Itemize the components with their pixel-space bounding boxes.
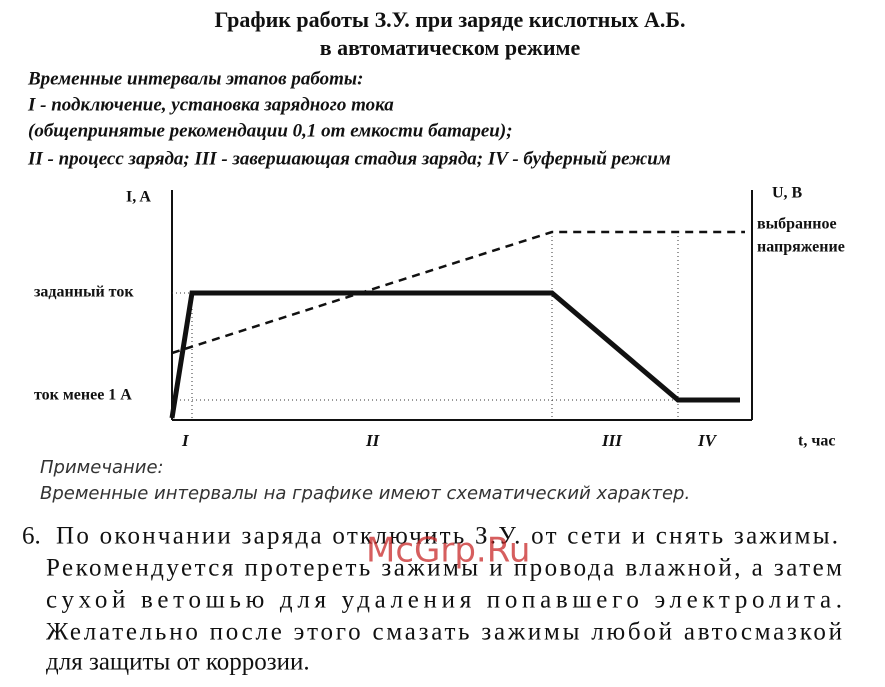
- step-line: Желательно после этого смазать зажимы лю…: [46, 619, 842, 646]
- voltage-label: напряжение: [757, 239, 845, 256]
- voltage-label: выбранное: [757, 216, 837, 233]
- stage-label: I: [181, 431, 190, 450]
- step-line: По окончании заряда отключить З.У. от се…: [56, 523, 838, 550]
- current-label: ток менее 1 А: [34, 387, 132, 404]
- title: в автоматическом режиме: [320, 35, 581, 60]
- intervals-line: I - подключение, установка зарядного ток…: [27, 94, 394, 115]
- current-label: заданный ток: [34, 284, 134, 301]
- note: Временные интервалы на графике имеют схе…: [40, 483, 690, 504]
- stage-label: II: [365, 431, 381, 450]
- x-axis-label: t, час: [798, 433, 835, 450]
- step-line: сухой ветошью для удаления попавшего эле…: [46, 587, 842, 614]
- y-axis-label: I, A: [126, 189, 151, 206]
- diagram: I, A U, B выбранное напряжение заданный …: [34, 185, 845, 450]
- current-line: [169, 290, 740, 419]
- title: График работы З.У. при заряде кислотных …: [215, 7, 686, 32]
- step-number: 6.: [22, 523, 41, 550]
- intervals-line: (общепринятые рекомендации 0,1 от емкост…: [28, 120, 513, 141]
- stage-label: IV: [697, 431, 718, 450]
- voltage-line: [171, 230, 745, 355]
- intervals-line: Временные интервалы этапов работы:: [27, 68, 363, 89]
- watermark: McGrp.Ru: [366, 531, 530, 571]
- intervals-line: II - процесс заряда; III - завершающая с…: [27, 148, 671, 169]
- note: Примечание:: [40, 457, 164, 478]
- y2-axis-label: U, B: [772, 185, 803, 202]
- step-line: для защиты от коррозии.: [46, 649, 310, 676]
- stage-label: III: [601, 431, 623, 450]
